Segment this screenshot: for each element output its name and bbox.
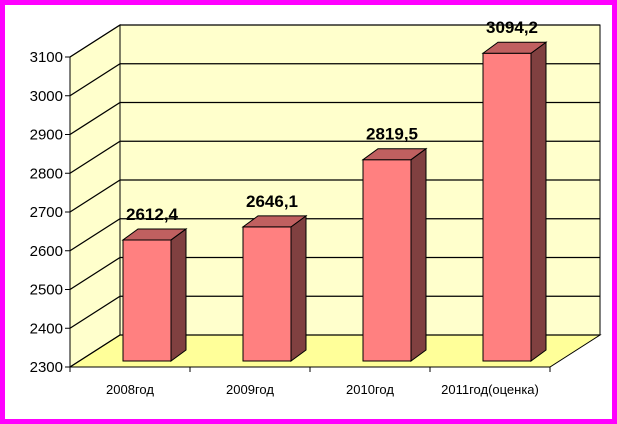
bar-front (362, 159, 412, 362)
bar-top (481, 41, 548, 54)
y-tick-label: 2800 (30, 165, 63, 182)
bar-front (242, 226, 292, 362)
category-label: 2008год (106, 382, 154, 397)
y-tick-label: 2500 (30, 282, 63, 299)
bar-top (121, 228, 188, 241)
data-label: 2612,4 (126, 205, 179, 224)
gridline (69, 140, 600, 174)
bar-front (482, 52, 532, 362)
bar-side (410, 147, 427, 362)
y-tick-label: 2400 (30, 320, 63, 337)
bar-side (170, 227, 187, 362)
y-tick-label: 3100 (30, 49, 63, 66)
y-tick-label: 2300 (30, 359, 63, 376)
bar (481, 41, 548, 362)
bar-side (530, 41, 547, 362)
bar (361, 147, 428, 362)
data-labels: 2612,4 2646,1 2819,5 3094,2 (126, 18, 538, 224)
data-label: 2819,5 (366, 125, 418, 144)
gridline (69, 256, 600, 291)
bar-top (361, 148, 428, 161)
gridline (69, 63, 600, 97)
gridline (69, 295, 600, 329)
gridline (69, 218, 600, 252)
bar-top (241, 215, 308, 228)
category-label: 2009год (226, 382, 274, 397)
data-label: 2646,1 (246, 192, 298, 211)
x-axis-labels: 2008год 2009год 2010год 2011год(оценка) (69, 367, 551, 397)
bar (121, 227, 188, 362)
bar-chart: 2300 2400 2500 2600 2700 2800 2900 3000 3100 200… (30, 18, 602, 397)
gridline (69, 24, 600, 58)
gridline (69, 179, 600, 213)
bar-front (122, 239, 172, 362)
y-tick-label: 2900 (30, 127, 63, 144)
data-label: 3094,2 (486, 18, 538, 37)
bar (241, 214, 308, 362)
y-tick-label: 2700 (30, 204, 63, 221)
gridline (69, 101, 600, 136)
bar-side (290, 214, 307, 362)
bars (121, 41, 548, 362)
y-axis-ticks: 2300 2400 2500 2600 2700 2800 2900 3000 3100 (30, 49, 71, 376)
y-tick-label: 3000 (30, 88, 63, 105)
gridline (69, 334, 600, 368)
category-label: 2011год(оценка) (441, 382, 539, 397)
category-label: 2010год (346, 382, 394, 397)
gridlines (69, 24, 600, 368)
y-tick-label: 2600 (30, 243, 63, 260)
